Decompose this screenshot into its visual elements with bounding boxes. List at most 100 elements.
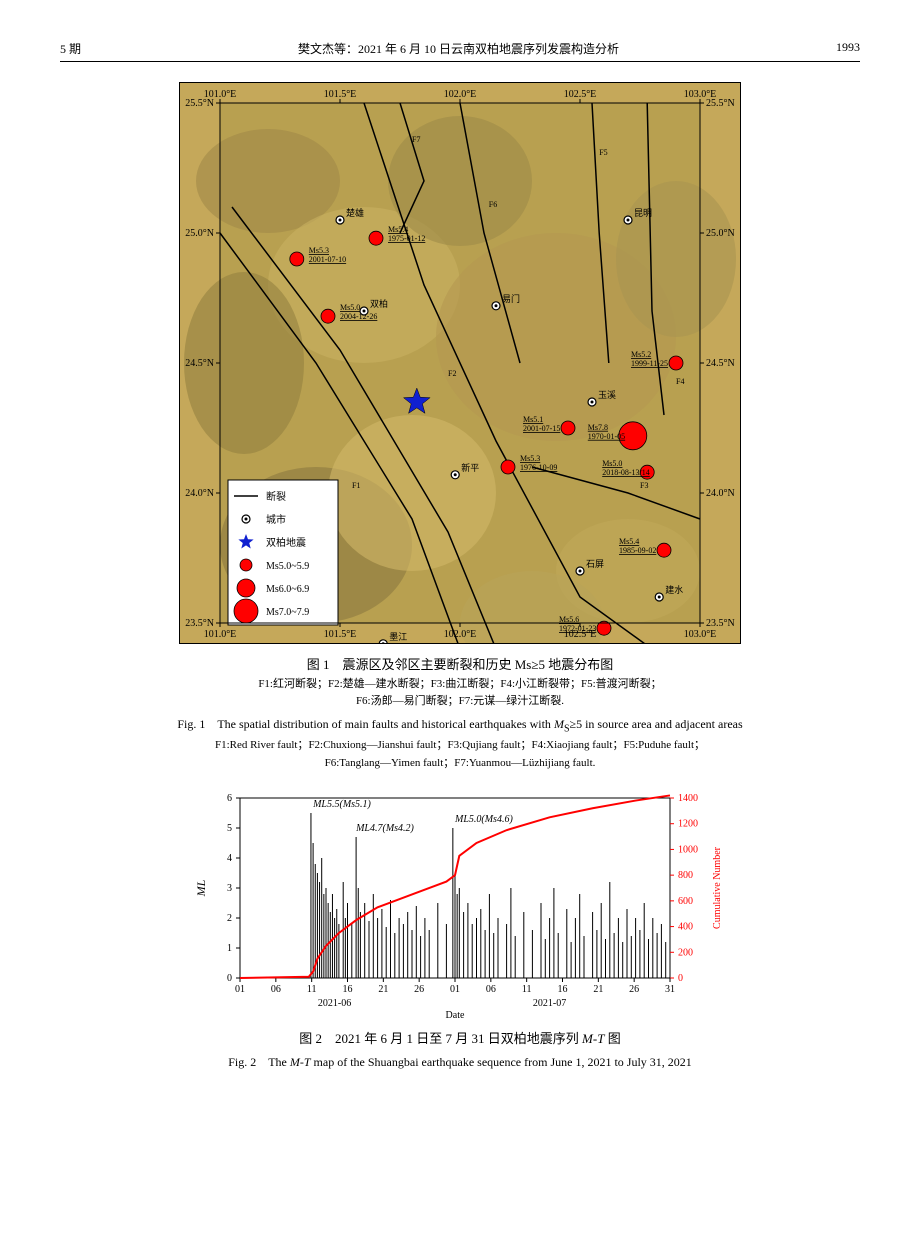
svg-text:3: 3: [227, 883, 232, 894]
svg-text:25.5°N: 25.5°N: [185, 98, 214, 109]
svg-text:21: 21: [378, 984, 388, 995]
svg-text:102.0°E: 102.0°E: [444, 629, 477, 640]
svg-text:F4: F4: [676, 377, 684, 386]
fig2-caption: 图 2 2021 年 6 月 1 日至 7 月 31 日双柏地震序列 M-T 图…: [60, 1029, 860, 1073]
svg-text:25.0°N: 25.0°N: [706, 228, 735, 239]
svg-text:1400: 1400: [678, 793, 698, 804]
svg-text:Date: Date: [446, 1010, 465, 1021]
svg-text:Ms5.1: Ms5.1: [523, 415, 543, 424]
mt-chart: 0123456ML0200400600800100012001400Cumula…: [180, 783, 740, 1023]
page-header: 5 期 樊文杰等：2021 年 6 月 10 日云南双柏地震序列发震构造分析 1…: [60, 40, 860, 62]
fig2-title-en: Fig. 2 The M-T map of the Shuangbai eart…: [60, 1053, 860, 1072]
svg-text:F6: F6: [489, 200, 497, 209]
svg-text:ML4.7(Ms4.2): ML4.7(Ms4.2): [355, 823, 414, 834]
svg-text:石屏: 石屏: [586, 559, 604, 569]
svg-text:0: 0: [678, 973, 683, 984]
svg-text:双柏: 双柏: [370, 298, 388, 309]
svg-text:Ms5.3: Ms5.3: [309, 246, 329, 255]
svg-text:600: 600: [678, 895, 693, 906]
svg-text:双柏地震: 双柏地震: [266, 536, 306, 549]
fig1-sub-cn1: F1:红河断裂；F2:楚雄—建水断裂；F3:曲江断裂；F4:小江断裂带；F5:普…: [60, 676, 860, 694]
svg-text:6: 6: [227, 793, 232, 804]
svg-text:F2: F2: [448, 369, 456, 378]
svg-text:800: 800: [678, 870, 693, 881]
figure-1: F1F2F3F4F5F6F7Ms5.32001-07-10Ms5.41975-0…: [60, 82, 860, 773]
svg-text:新平: 新平: [461, 462, 479, 473]
svg-text:Ms5.2: Ms5.2: [631, 350, 651, 359]
fig1-sub-en2: F6:Tanglang—Yimen fault；F7:Yuanmou—Lüzhi…: [60, 755, 860, 773]
fig1-title-en: Fig. 1 The spatial distribution of main …: [60, 715, 860, 737]
svg-text:2001-07-10: 2001-07-10: [309, 255, 346, 264]
svg-text:ML5.0(Ms4.6): ML5.0(Ms4.6): [454, 814, 513, 825]
svg-text:06: 06: [486, 984, 496, 995]
fig1-sub-cn2: F6:汤郎—易门断裂；F7:元谋—绿汁江断裂.: [60, 693, 860, 711]
svg-text:101.5°E: 101.5°E: [324, 89, 357, 100]
svg-text:2018-08-13/14: 2018-08-13/14: [602, 468, 650, 477]
svg-text:1970-01-05: 1970-01-05: [588, 432, 625, 441]
page-number: 1993: [836, 40, 860, 57]
svg-text:23.5°N: 23.5°N: [706, 618, 735, 629]
svg-text:2021-07: 2021-07: [533, 998, 566, 1009]
svg-text:4: 4: [227, 853, 232, 864]
svg-text:24.5°N: 24.5°N: [706, 358, 735, 369]
svg-text:16: 16: [343, 984, 353, 995]
svg-text:2021-06: 2021-06: [318, 998, 351, 1009]
svg-text:F1: F1: [352, 481, 360, 490]
svg-text:102.5°E: 102.5°E: [564, 89, 597, 100]
fig1-sub-en1: F1:Red River fault；F2:Chuxiong—Jianshui …: [60, 737, 860, 755]
svg-text:1975-01-12: 1975-01-12: [388, 234, 425, 243]
svg-text:玉溪: 玉溪: [598, 389, 616, 400]
fig1-title-cn: 图 1 震源区及邻区主要断裂和历史 Ms≥5 地震分布图: [60, 655, 860, 676]
svg-text:Ms5.4: Ms5.4: [619, 537, 639, 546]
svg-text:400: 400: [678, 921, 693, 932]
svg-text:24.5°N: 24.5°N: [185, 358, 214, 369]
svg-text:16: 16: [558, 984, 568, 995]
svg-text:断裂: 断裂: [266, 490, 286, 503]
svg-text:Ms5.4: Ms5.4: [388, 225, 408, 234]
fig1-caption: 图 1 震源区及邻区主要断裂和历史 Ms≥5 地震分布图 F1:红河断裂；F2:…: [60, 655, 860, 773]
svg-text:1985-09-02: 1985-09-02: [619, 546, 656, 555]
svg-text:103.0°E: 103.0°E: [684, 629, 717, 640]
svg-text:1976-10-09: 1976-10-09: [520, 463, 557, 472]
issue-number: 5 期: [60, 40, 81, 57]
fig2-title-cn: 图 2 2021 年 6 月 1 日至 7 月 31 日双柏地震序列 M-T 图: [60, 1029, 860, 1050]
svg-text:Cumulative Number: Cumulative Number: [712, 846, 723, 929]
svg-text:23.5°N: 23.5°N: [185, 618, 214, 629]
svg-text:F5: F5: [599, 148, 607, 157]
svg-text:ML5.5(Ms5.1): ML5.5(Ms5.1): [312, 799, 371, 810]
svg-text:1: 1: [227, 943, 232, 954]
svg-text:2004-12-26: 2004-12-26: [340, 312, 377, 321]
svg-text:Ms5.0: Ms5.0: [340, 303, 360, 312]
svg-text:F7: F7: [412, 135, 420, 144]
svg-text:易门: 易门: [502, 293, 520, 304]
svg-text:Ms5.3: Ms5.3: [520, 454, 540, 463]
svg-text:200: 200: [678, 947, 693, 958]
svg-text:01: 01: [235, 984, 245, 995]
figure-2: 0123456ML0200400600800100012001400Cumula…: [60, 783, 860, 1073]
svg-text:Ms6.0~6.9: Ms6.0~6.9: [266, 584, 309, 595]
svg-text:Ms7.8: Ms7.8: [588, 423, 608, 432]
svg-text:0: 0: [227, 973, 232, 984]
svg-text:25.5°N: 25.5°N: [706, 98, 735, 109]
svg-text:2: 2: [227, 913, 232, 924]
svg-text:21: 21: [593, 984, 603, 995]
svg-text:5: 5: [227, 823, 232, 834]
svg-text:26: 26: [629, 984, 639, 995]
svg-text:101.0°E: 101.0°E: [204, 629, 237, 640]
running-title: 樊文杰等：2021 年 6 月 10 日云南双柏地震序列发震构造分析: [298, 40, 619, 57]
svg-text:102.5°E: 102.5°E: [564, 629, 597, 640]
svg-text:建水: 建水: [665, 584, 683, 595]
svg-text:01: 01: [450, 984, 460, 995]
svg-text:1200: 1200: [678, 818, 698, 829]
svg-text:31: 31: [665, 984, 675, 995]
svg-text:昆明: 昆明: [634, 208, 652, 218]
svg-text:Ms5.0~5.9: Ms5.0~5.9: [266, 561, 309, 572]
svg-text:F3: F3: [640, 481, 648, 490]
svg-text:1000: 1000: [678, 844, 698, 855]
svg-text:11: 11: [307, 984, 317, 995]
svg-text:102.0°E: 102.0°E: [444, 89, 477, 100]
svg-text:26: 26: [414, 984, 424, 995]
svg-text:ML: ML: [194, 879, 208, 897]
svg-text:24.0°N: 24.0°N: [706, 488, 735, 499]
fault-map: F1F2F3F4F5F6F7Ms5.32001-07-10Ms5.41975-0…: [179, 82, 741, 644]
